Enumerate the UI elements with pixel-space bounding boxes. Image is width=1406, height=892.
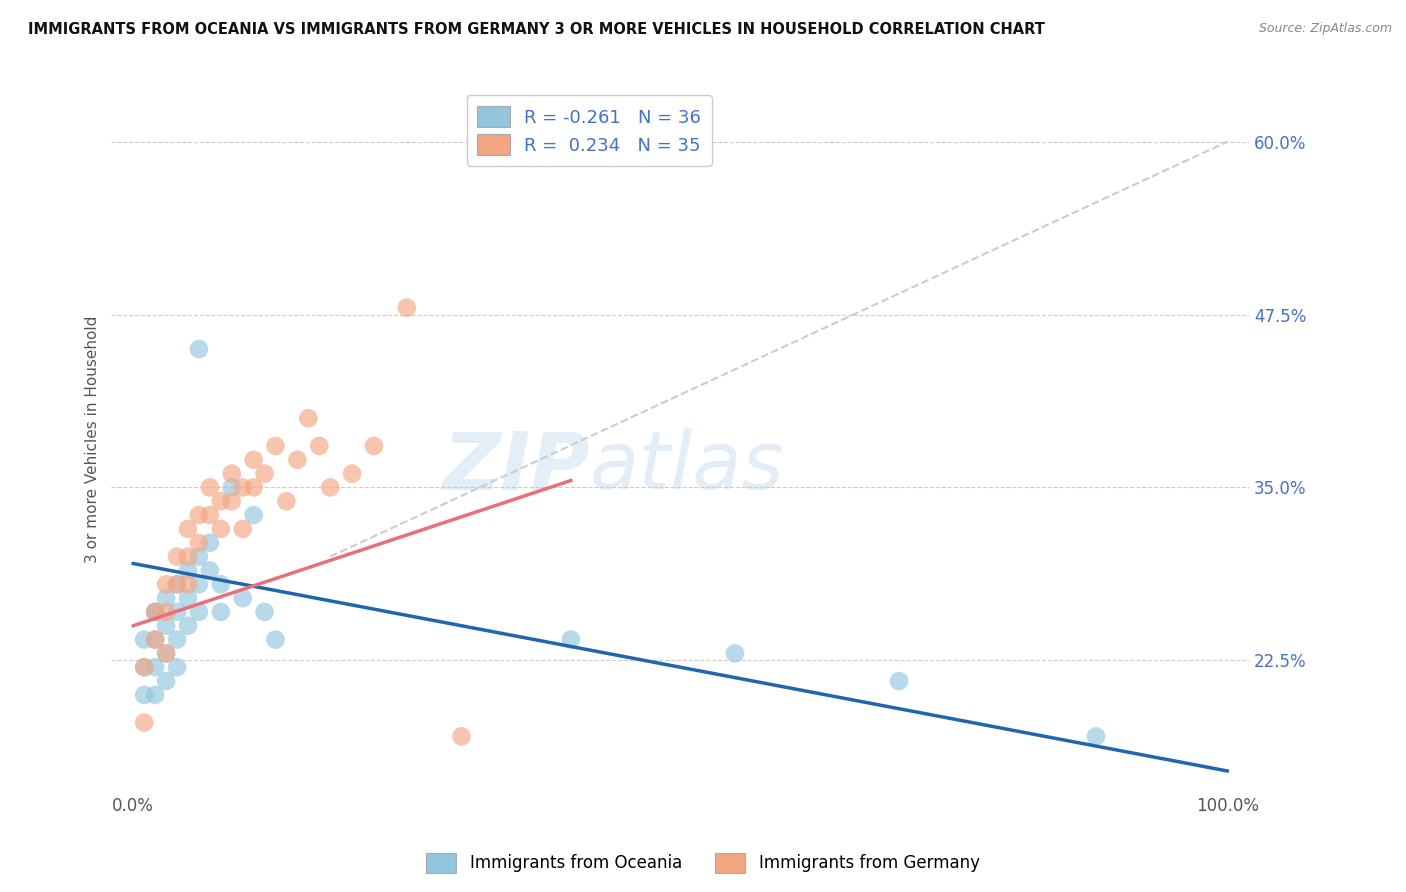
Point — [143, 605, 166, 619]
Point — [340, 467, 363, 481]
Point — [155, 674, 177, 689]
Point — [177, 549, 200, 564]
Point — [134, 660, 156, 674]
Text: atlas: atlas — [589, 428, 785, 507]
Point — [395, 301, 418, 315]
Point — [209, 577, 232, 591]
Point — [134, 632, 156, 647]
Point — [166, 577, 188, 591]
Point — [887, 674, 910, 689]
Point — [198, 535, 221, 549]
Text: ZIP: ZIP — [441, 428, 589, 507]
Point — [177, 591, 200, 605]
Point — [177, 618, 200, 632]
Point — [187, 577, 209, 591]
Point — [287, 452, 309, 467]
Point — [450, 730, 472, 744]
Point — [187, 342, 209, 356]
Point — [221, 467, 243, 481]
Text: Source: ZipAtlas.com: Source: ZipAtlas.com — [1258, 22, 1392, 36]
Point — [209, 522, 232, 536]
Point — [187, 549, 209, 564]
Point — [198, 480, 221, 494]
Point — [221, 480, 243, 494]
Point — [187, 605, 209, 619]
Point — [253, 605, 276, 619]
Point — [155, 591, 177, 605]
Point — [166, 660, 188, 674]
Legend: R = -0.261   N = 36, R =  0.234   N = 35: R = -0.261 N = 36, R = 0.234 N = 35 — [467, 95, 711, 166]
Point — [143, 660, 166, 674]
Point — [297, 411, 319, 425]
Point — [143, 688, 166, 702]
Point — [319, 480, 342, 494]
Point — [134, 688, 156, 702]
Point — [155, 577, 177, 591]
Point — [134, 715, 156, 730]
Point — [198, 563, 221, 577]
Point — [209, 494, 232, 508]
Point — [143, 605, 166, 619]
Point — [177, 563, 200, 577]
Point — [187, 508, 209, 522]
Point — [177, 522, 200, 536]
Point — [166, 549, 188, 564]
Point — [253, 467, 276, 481]
Point — [264, 632, 287, 647]
Point — [166, 605, 188, 619]
Text: IMMIGRANTS FROM OCEANIA VS IMMIGRANTS FROM GERMANY 3 OR MORE VEHICLES IN HOUSEHO: IMMIGRANTS FROM OCEANIA VS IMMIGRANTS FR… — [28, 22, 1045, 37]
Point — [232, 522, 254, 536]
Point — [242, 508, 264, 522]
Y-axis label: 3 or more Vehicles in Household: 3 or more Vehicles in Household — [86, 316, 100, 563]
Point — [155, 647, 177, 661]
Point — [276, 494, 298, 508]
Point — [155, 618, 177, 632]
Point — [232, 480, 254, 494]
Point — [134, 660, 156, 674]
Point — [221, 494, 243, 508]
Point — [1085, 730, 1108, 744]
Point — [198, 508, 221, 522]
Point — [166, 632, 188, 647]
Point — [363, 439, 385, 453]
Point — [308, 439, 330, 453]
Point — [143, 632, 166, 647]
Point — [155, 647, 177, 661]
Point — [166, 577, 188, 591]
Point — [143, 632, 166, 647]
Legend: Immigrants from Oceania, Immigrants from Germany: Immigrants from Oceania, Immigrants from… — [420, 847, 986, 880]
Point — [242, 480, 264, 494]
Point — [177, 577, 200, 591]
Point — [242, 452, 264, 467]
Point — [187, 535, 209, 549]
Point — [560, 632, 582, 647]
Point — [143, 605, 166, 619]
Point — [724, 647, 747, 661]
Point — [232, 591, 254, 605]
Point — [209, 605, 232, 619]
Point — [264, 439, 287, 453]
Point — [155, 605, 177, 619]
